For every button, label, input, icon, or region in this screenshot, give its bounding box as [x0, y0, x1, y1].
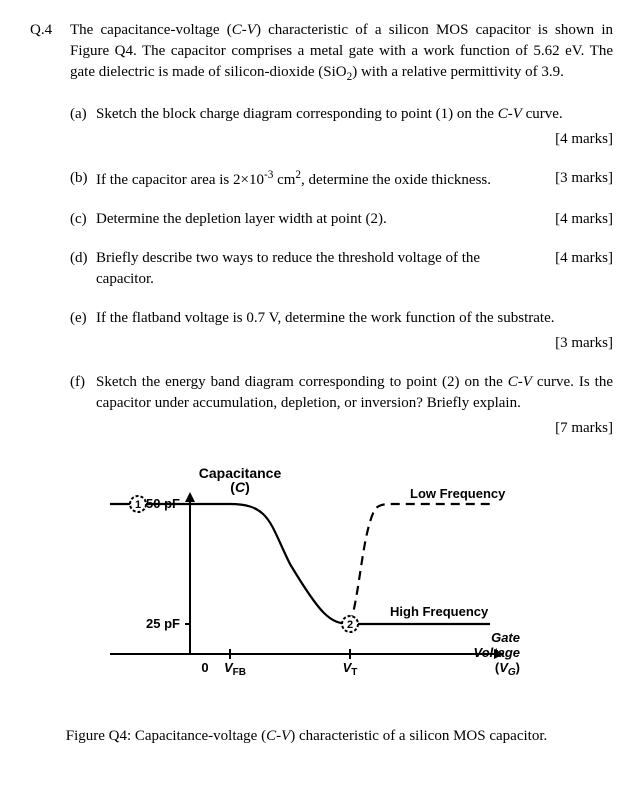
- question-part: (a) Sketch the block charge diagram corr…: [70, 104, 613, 125]
- question-part: (c) Determine the depletion layer width …: [70, 209, 613, 230]
- part-label: (d): [70, 248, 96, 290]
- part-text: If the flatband voltage is 0.7 V, determ…: [96, 308, 613, 329]
- part-label: (c): [70, 209, 96, 230]
- question-intro: Q.4 The capacitance-voltage (C-V) charac…: [30, 20, 613, 86]
- question-number: Q.4: [30, 20, 60, 86]
- part-text: Sketch the energy band diagram correspon…: [96, 372, 613, 414]
- part-label: (e): [70, 308, 96, 329]
- question-part: (e) If the flatband voltage is 0.7 V, de…: [70, 308, 613, 329]
- svg-text:High Frequency: High Frequency: [390, 604, 489, 619]
- part-label: (f): [70, 372, 96, 414]
- question-part: (f) Sketch the energy band diagram corre…: [70, 372, 613, 414]
- part-text: Sketch the block charge diagram correspo…: [96, 104, 613, 125]
- svg-text:(C): (C): [230, 479, 249, 495]
- part-text: Briefly describe two ways to reduce the …: [96, 248, 533, 290]
- svg-text:2: 2: [347, 619, 353, 631]
- part-text: If the capacitor area is 2×10-3 cm2, det…: [96, 168, 533, 191]
- svg-text:VT: VT: [343, 660, 358, 678]
- figure-caption: Figure Q4: Capacitance-voltage (C-V) cha…: [0, 726, 613, 747]
- part-text: Determine the depletion layer width at p…: [96, 209, 533, 230]
- svg-text:Voltage: Voltage: [474, 645, 520, 660]
- part-marks: [4 marks]: [533, 248, 613, 290]
- svg-text:(VG): (VG): [495, 660, 520, 678]
- svg-text:25 pF: 25 pF: [146, 616, 180, 631]
- svg-text:1: 1: [135, 499, 141, 511]
- svg-text:Gate: Gate: [491, 630, 520, 645]
- part-marks: [7 marks]: [70, 418, 613, 439]
- question-body: The capacitance-voltage (C-V) characteri…: [70, 20, 613, 86]
- svg-text:Low Frequency: Low Frequency: [410, 486, 506, 501]
- question-part: (d) Briefly describe two ways to reduce …: [70, 248, 613, 290]
- part-marks: [3 marks]: [70, 333, 613, 354]
- part-marks: [4 marks]: [70, 129, 613, 150]
- question-part: (b) If the capacitor area is 2×10-3 cm2,…: [70, 168, 613, 191]
- part-marks: [3 marks]: [533, 168, 613, 191]
- part-label: (b): [70, 168, 96, 191]
- svg-text:VFB: VFB: [224, 660, 246, 678]
- svg-text:0: 0: [201, 660, 208, 675]
- figure-cv-curve: Capacitance(C)150 pF25 pF0VFBVTGateVolta…: [90, 464, 613, 716]
- part-label: (a): [70, 104, 96, 125]
- part-marks: [4 marks]: [533, 209, 613, 230]
